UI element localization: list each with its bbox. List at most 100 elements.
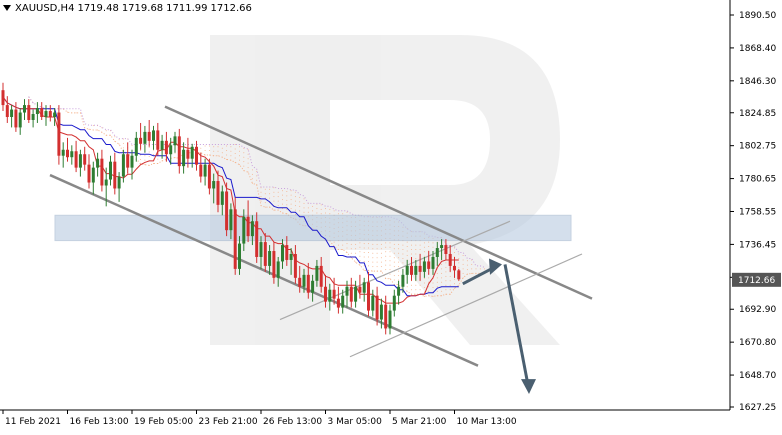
cloud-dot <box>122 138 124 140</box>
watermark-bar <box>210 35 330 345</box>
cloud-dot <box>110 134 111 136</box>
cloud-dot <box>239 164 240 166</box>
cloud-dot <box>294 209 296 211</box>
cloud-dot <box>286 208 288 210</box>
cloud-dot <box>423 246 425 248</box>
candle-body <box>186 149 190 159</box>
cloud-dot <box>368 243 369 245</box>
cloud-dot <box>432 282 434 284</box>
cloud-dot <box>363 243 365 245</box>
cloud-dot <box>264 202 266 204</box>
cloud-dot <box>230 155 232 157</box>
cloud-dot <box>307 207 309 209</box>
cloud-dot <box>144 164 146 166</box>
candle-body <box>255 221 259 257</box>
dropdown-triangle-icon[interactable] <box>3 5 11 11</box>
cloud-dot <box>393 252 395 254</box>
cloud-dot <box>376 252 378 254</box>
cloud-span-a <box>28 96 485 297</box>
cloud-dot <box>380 252 382 254</box>
candle-body <box>190 146 194 159</box>
cloud-dot <box>282 194 283 196</box>
cloud-dot <box>359 251 361 253</box>
cloud-dot <box>415 253 417 255</box>
cloud-dot <box>385 255 387 257</box>
cloud-dot <box>380 270 382 272</box>
candle-body <box>83 154 87 165</box>
candle-body <box>10 109 14 118</box>
cloud-dot <box>174 152 176 154</box>
cloud-dot <box>239 159 240 161</box>
cloud-dot <box>423 295 425 297</box>
cloud-dot <box>449 289 451 291</box>
cloud-dot <box>273 209 275 211</box>
cloud-dot <box>355 243 357 245</box>
cloud-dot <box>277 196 279 198</box>
candle-body <box>397 286 401 296</box>
cloud-dot <box>153 149 154 151</box>
cloud-dot <box>131 145 133 147</box>
candle-body <box>126 154 130 168</box>
cloud-dot <box>445 275 447 277</box>
candle-body <box>259 242 263 257</box>
cloud-dot <box>372 252 374 254</box>
cloud-dot <box>398 261 400 263</box>
candle-body <box>298 277 302 287</box>
cloud-dot <box>398 270 400 272</box>
candle-body <box>169 145 173 155</box>
cloud-dot <box>380 257 382 259</box>
candle-body <box>48 111 52 118</box>
cloud-dot <box>213 146 215 148</box>
candle-body <box>306 274 310 293</box>
cloud-dot <box>320 213 322 215</box>
cloud-dot <box>282 199 283 201</box>
candle-body <box>87 164 91 183</box>
candle-body <box>220 191 224 205</box>
cloud-dot <box>393 275 395 277</box>
cloud-dot <box>290 190 292 192</box>
cloud-dot <box>239 146 240 148</box>
cloud-dot <box>294 191 296 193</box>
cloud-dot <box>260 200 262 202</box>
cloud-dot <box>441 277 443 279</box>
cloud-dot <box>243 152 245 154</box>
cloud-dot <box>282 190 283 192</box>
cloud-dot <box>441 263 443 265</box>
candle-body <box>27 105 31 120</box>
cloud-dot <box>148 147 150 149</box>
cloud-dot <box>290 199 292 201</box>
cloud-dot <box>406 250 408 252</box>
forecast-up-arrowhead <box>489 258 502 275</box>
watermark-logo <box>210 35 560 345</box>
candle-body <box>371 295 375 311</box>
cloud-dot <box>243 156 245 158</box>
y-tick-label: 1846.30 <box>739 77 776 87</box>
cloud-dot <box>389 246 391 248</box>
candle-body <box>418 265 422 272</box>
tenkan-sen-line <box>2 96 459 304</box>
cloud-dot <box>290 208 292 210</box>
cloud-dot <box>376 261 378 263</box>
cloud-dot <box>368 260 369 262</box>
cloud-dot <box>445 280 447 282</box>
candle-body <box>233 209 237 269</box>
candle-body <box>324 286 327 302</box>
cloud-dot <box>144 155 146 157</box>
candle-body <box>177 136 181 167</box>
cloud-dot <box>204 145 206 147</box>
candle-body <box>276 261 280 278</box>
cloud-dot <box>398 279 400 281</box>
cloud-dot <box>428 281 430 283</box>
last-price-label: 1712.66 <box>738 276 775 286</box>
cloud-dot <box>462 268 464 270</box>
cloud-dot <box>363 265 365 267</box>
y-tick-label: 1890.50 <box>739 11 776 21</box>
cloud-dot <box>449 284 451 286</box>
cloud-dot <box>247 171 249 173</box>
candle-body <box>246 216 250 237</box>
cloud-dot <box>264 188 266 190</box>
kijun-sen-line <box>2 96 459 297</box>
cloud-dot <box>415 284 417 286</box>
candle-body <box>160 140 164 150</box>
